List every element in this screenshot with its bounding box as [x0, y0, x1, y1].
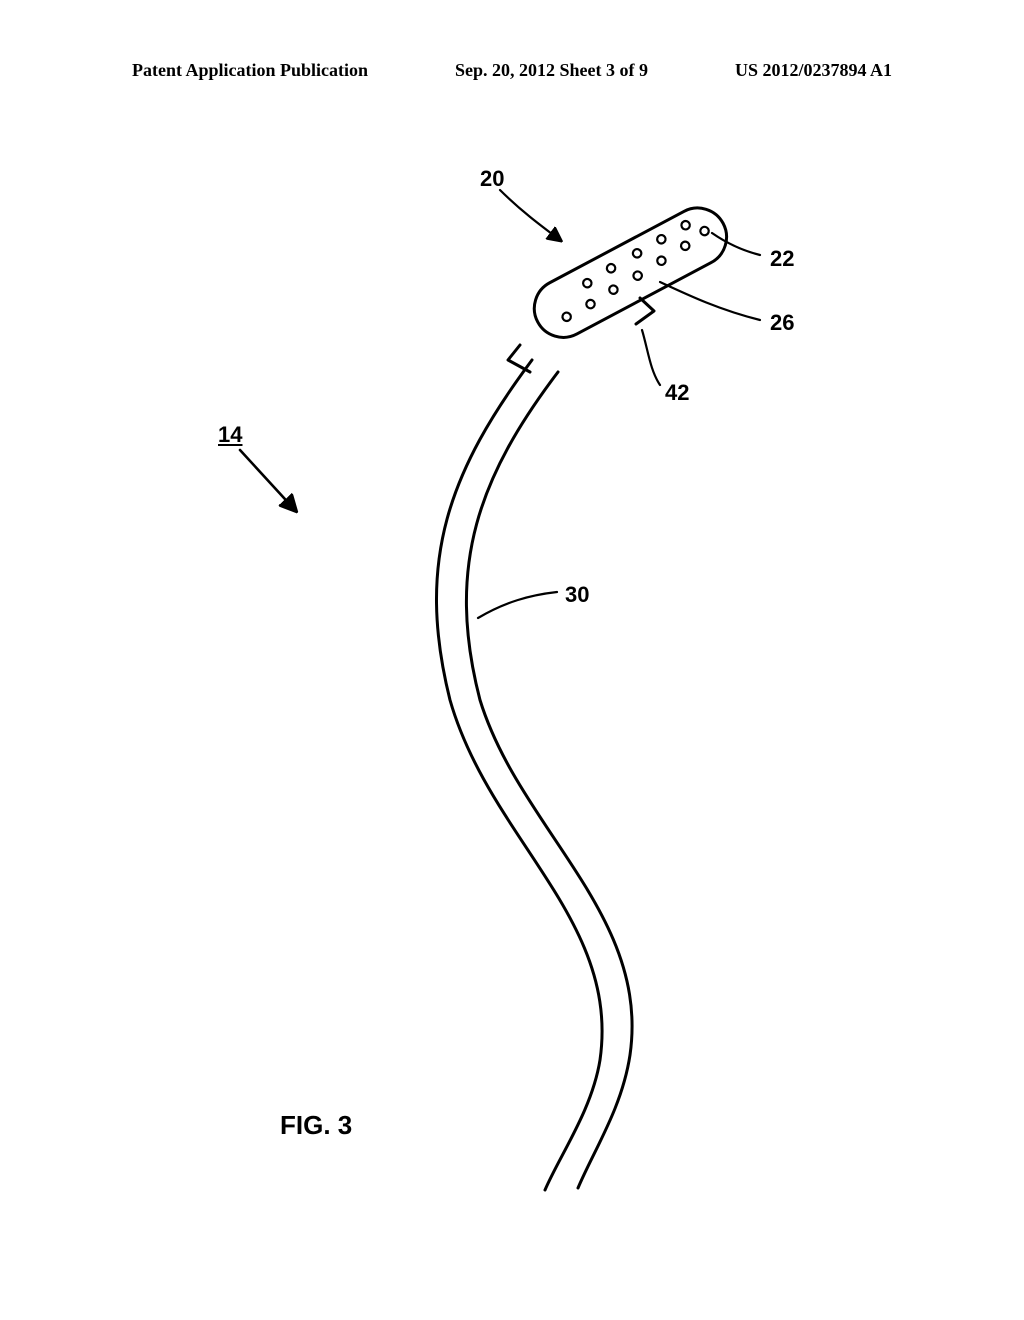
ref-26: 26 [770, 310, 794, 336]
shaft-left-edge [436, 360, 602, 1190]
figure-svg [0, 0, 1024, 1320]
applicator-head [524, 198, 737, 348]
lead-20 [500, 190, 560, 240]
shaft-right-edge [466, 372, 632, 1188]
figure-label: FIG. 3 [280, 1110, 352, 1141]
ref-20: 20 [480, 166, 504, 192]
lead-22 [712, 233, 760, 255]
applicator-outline [524, 198, 737, 348]
ref-22: 22 [770, 246, 794, 272]
lead-30 [478, 592, 557, 618]
ref-42: 42 [665, 380, 689, 406]
lead-26 [660, 282, 760, 320]
lead-14 [240, 450, 295, 510]
figure-group [240, 190, 760, 1190]
lead-42 [642, 330, 660, 385]
page: Patent Application Publication Sep. 20, … [0, 0, 1024, 1320]
ref-14: 14 [218, 422, 242, 448]
ref-30: 30 [565, 582, 589, 608]
